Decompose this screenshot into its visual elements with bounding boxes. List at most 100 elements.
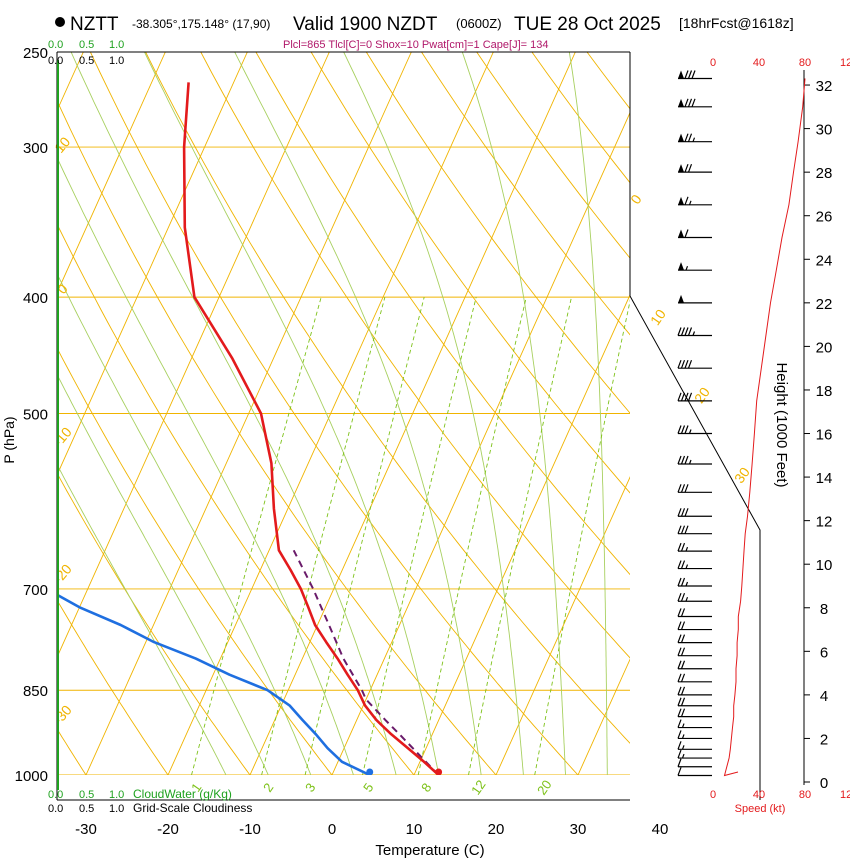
mixing-ratio-label-4: 8 (418, 780, 434, 795)
mixing-ratio-label-3: 5 (360, 780, 376, 795)
height-tick-22: 22 (816, 296, 833, 313)
height-tick-8: 8 (820, 601, 828, 618)
pressure-tick-1000: 1000 (15, 768, 48, 785)
x-tick-0: 0 (328, 821, 336, 838)
dry-adiabat-label-7: 20 (691, 384, 713, 406)
x-tick-40: 40 (652, 821, 669, 838)
surface-temp-dot (435, 769, 442, 776)
station-marker-icon (55, 17, 65, 27)
height-tick-24: 24 (816, 252, 833, 269)
cloudiness-bottom-2: 1.0 (109, 803, 124, 815)
forecast-info: [18hrFcst@1618z] (679, 15, 794, 31)
moist-adiabat-0 (0, 42, 321, 801)
wind-barb (678, 635, 712, 643)
dry-adiabat-label-1: 0 (54, 281, 71, 297)
dry-adiabat-130 (626, 31, 850, 801)
x-tick--30: -30 (75, 821, 97, 838)
wind-barb (678, 526, 712, 534)
mixing-ratio-8 (418, 297, 526, 775)
wind-barb (678, 426, 712, 434)
wind-barb (678, 295, 712, 303)
x-tick--20: -20 (157, 821, 179, 838)
wind-barb (678, 456, 712, 464)
height-tick-30: 30 (816, 122, 833, 139)
wind-barb (678, 328, 712, 336)
wind-barb (678, 484, 712, 492)
cloudwater-label: CloudWater (g/Kg) (133, 787, 232, 801)
cloudiness-top-2: 1.0 (109, 55, 124, 67)
wind-barb (678, 197, 712, 205)
dry-adiabat-100 (462, 31, 850, 801)
isotherm-50 (742, 52, 850, 775)
wind-barb (678, 698, 712, 706)
speed-label: Speed (kt) (735, 803, 786, 815)
dry-adiabat-30 (81, 31, 602, 801)
height-tick-0: 0 (820, 775, 828, 792)
cloudiness-label: Grid-Scale Cloudiness (133, 801, 252, 815)
valid-date: TUE 28 Oct 2025 (514, 14, 661, 35)
wind-barb (678, 648, 712, 656)
mixing-ratio-label-5: 12 (468, 777, 489, 797)
height-tick-4: 4 (820, 688, 828, 705)
station-id: NZTT (70, 14, 119, 35)
cloudwater-bottom-0: 0.0 (48, 789, 63, 801)
pressure-tick-400: 400 (23, 290, 48, 307)
height-tick-16: 16 (816, 427, 833, 444)
speed-bottom-1: 40 (753, 789, 765, 801)
axes (57, 52, 760, 800)
pressure-tick-300: 300 (23, 140, 48, 157)
height-axis-label: Height (1000 Feet) (773, 362, 790, 487)
wind-barb (678, 230, 712, 238)
dry-adiabat-70 (299, 31, 850, 801)
wind-barb (678, 622, 712, 630)
cloudiness-top-0: 0.0 (48, 55, 63, 67)
moist-adiabat-40 (649, 42, 658, 801)
height-tick-14: 14 (816, 470, 833, 487)
station-coords: -38.305°,175.148° (17,90) (132, 17, 270, 31)
dry-adiabat-label-3: -20 (50, 561, 75, 587)
height-tick-10: 10 (816, 557, 833, 574)
speed-bottom-2: 80 (799, 789, 811, 801)
wind-barbs (678, 71, 712, 776)
height-tick-12: 12 (816, 514, 833, 531)
wind-barb (678, 99, 712, 107)
wind-barb (678, 71, 712, 79)
mixing-ratio-label-2: 3 (302, 780, 318, 795)
dry-adiabat-label-0: 10 (51, 134, 73, 156)
wind-barb (678, 750, 712, 758)
cloudiness-top-1: 0.5 (79, 55, 94, 67)
dry-adiabat-120 (572, 31, 850, 801)
wind-barb (678, 508, 712, 516)
dry-adiabat-110 (517, 31, 850, 801)
mixing-ratio-12 (469, 297, 572, 775)
cloudwater-bottom-1: 0.5 (79, 789, 94, 801)
wind-barb (678, 687, 712, 695)
height-tick-26: 26 (816, 209, 833, 226)
dry-adiabat-40 (135, 31, 685, 801)
speed-bottom-3: 12 (840, 789, 850, 801)
dry-adiabat--40 (0, 31, 19, 801)
wind-barb (678, 720, 712, 728)
x-tick-30: 30 (570, 821, 587, 838)
speed-top-1: 40 (753, 57, 765, 69)
x-tick-10: 10 (406, 821, 423, 838)
wind-barb (678, 674, 712, 682)
x-axis-label: Temperature (C) (375, 842, 484, 859)
isotherm-40 (660, 52, 850, 775)
wind-barb (678, 543, 712, 551)
speed-profile (725, 79, 806, 776)
mixing-ratio-2 (262, 297, 385, 775)
pressure-tick-500: 500 (23, 407, 48, 424)
speed-line (725, 79, 806, 776)
dry-adiabat-140 (681, 31, 850, 801)
surface-dewpoint-dot (366, 769, 373, 776)
speed-bottom-0: 0 (710, 789, 716, 801)
mixing-ratio-label-1: 2 (260, 780, 276, 795)
speed-top-3: 12 (840, 57, 850, 69)
speed-top-2: 80 (799, 57, 811, 69)
y-axis-label: P (hPa) (1, 416, 17, 463)
height-tick-2: 2 (820, 731, 828, 748)
